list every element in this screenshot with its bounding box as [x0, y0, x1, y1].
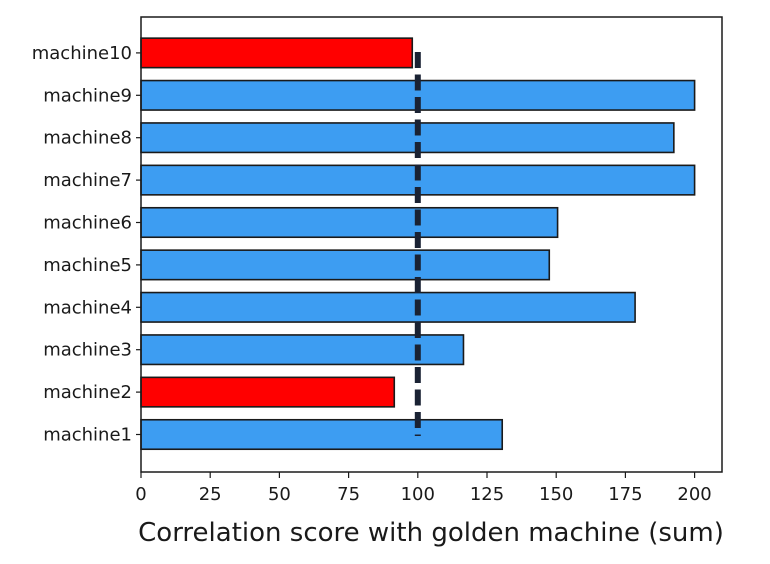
y-axis-ticks: machine1 machine2 machine3 machine4 machine5…	[32, 43, 141, 446]
bar-machine5	[140, 249, 551, 281]
y-tick-label: machine1	[43, 425, 132, 446]
y-tick-label: machine10	[32, 43, 132, 64]
bar-machine4	[140, 291, 636, 323]
y-tick-label: machine5	[43, 255, 132, 276]
bar-machine6	[140, 206, 559, 239]
x-tick-label: 75	[337, 484, 360, 505]
x-tick-label: 150	[539, 484, 573, 505]
bar-machine3	[140, 334, 465, 366]
x-tick-label: 25	[199, 484, 222, 505]
bar-machine2	[140, 376, 396, 408]
x-tick-label: 50	[268, 484, 291, 505]
x-tick-label: 125	[470, 484, 504, 505]
y-tick-label: machine4	[43, 297, 132, 318]
y-tick-label: machine9	[43, 85, 132, 106]
bar-machine1	[140, 418, 504, 451]
bar-machine8	[140, 122, 675, 154]
bar-machine10	[140, 37, 414, 69]
y-tick-label: machine3	[43, 340, 132, 361]
y-tick-label: machine6	[43, 213, 132, 234]
x-tick-label: 175	[608, 484, 642, 505]
y-tick-label: machine2	[43, 382, 132, 403]
x-axis-title: Correlation score with golden machine (s…	[138, 518, 724, 548]
y-tick-label: machine8	[43, 128, 132, 149]
x-axis-ticks: 0 25 50 75 100 125 150 175 200	[135, 472, 712, 505]
bars-group	[140, 37, 696, 451]
x-tick-label: 100	[401, 484, 435, 505]
x-tick-label: 200	[677, 484, 711, 505]
y-tick-label: machine7	[43, 170, 132, 191]
x-tick-label: 0	[135, 484, 146, 505]
plot-frame	[140, 16, 723, 473]
